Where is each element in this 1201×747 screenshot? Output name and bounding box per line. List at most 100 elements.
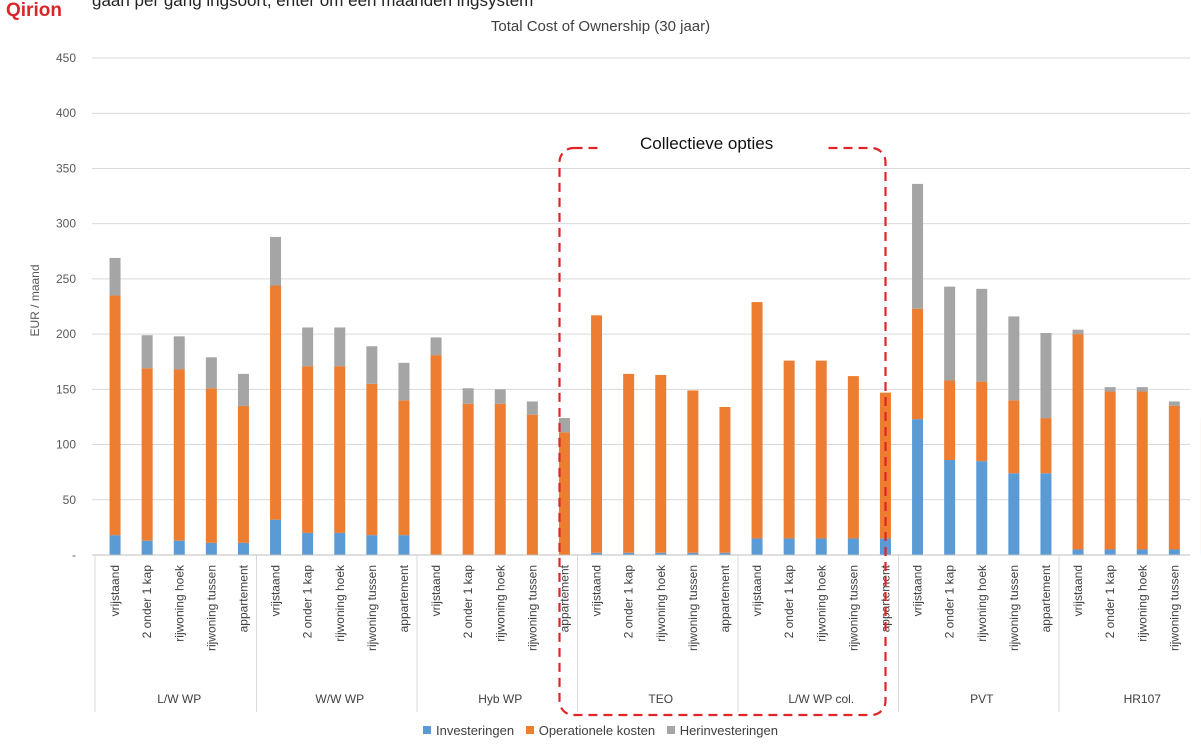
group-label: L/W WP col. xyxy=(788,692,854,706)
herinvesteringen-bar xyxy=(1104,387,1116,392)
investeringen-bar xyxy=(1168,549,1180,555)
category-label: vrijstaand xyxy=(269,565,283,616)
investeringen-bar xyxy=(398,535,410,555)
operationele-kosten-bar xyxy=(944,380,956,461)
y-tick-label: - xyxy=(72,548,76,562)
callout-label-mask xyxy=(598,128,826,158)
category-label: rijwoning tussen xyxy=(1167,565,1181,651)
investeringen-bar xyxy=(1104,549,1116,555)
investeringen-bar xyxy=(173,540,185,555)
operationele-kosten-bar xyxy=(398,400,410,536)
investeringen-bar xyxy=(751,538,763,555)
legend-label-operationele: Operationele kosten xyxy=(538,722,656,738)
collective-options-callout xyxy=(558,146,887,717)
operationele-kosten-bar xyxy=(205,388,217,543)
herinvesteringen-bar xyxy=(430,337,442,356)
category-label: appartement xyxy=(718,564,732,632)
category-label: rijwoning hoek xyxy=(814,564,828,642)
operationele-kosten-bar xyxy=(494,403,506,555)
legend-swatch-operationele xyxy=(525,726,534,734)
category-label: rijwoning hoek xyxy=(654,564,668,642)
operationele-kosten-bar xyxy=(847,376,859,539)
category-label: 2 onder 1 kap xyxy=(461,565,475,639)
herinvesteringen-bar xyxy=(366,346,378,384)
operationele-kosten-bar xyxy=(687,390,699,553)
herinvesteringen-bar xyxy=(398,362,410,401)
operationele-kosten-bar xyxy=(1136,391,1148,550)
operationele-kosten-bar xyxy=(655,374,667,553)
investeringen-bar xyxy=(815,538,827,555)
collective-options-label: Collectieve opties xyxy=(640,134,774,153)
herinvesteringen-bar xyxy=(302,327,314,367)
category-label: appartement xyxy=(397,564,411,632)
investeringen-bar xyxy=(687,552,699,555)
group-label: W/W WP xyxy=(315,692,364,706)
category-label: rijwoning hoek xyxy=(1135,564,1149,642)
group-label: HR107 xyxy=(1124,692,1162,706)
operationele-kosten-bar xyxy=(719,407,731,553)
investeringen-bar xyxy=(109,535,121,555)
category-label: rijwoning tussen xyxy=(525,565,539,651)
investeringen-bar xyxy=(912,419,924,555)
category-label: rijwoning tussen xyxy=(365,565,379,651)
callout-layer xyxy=(558,128,887,717)
category-label: appartement xyxy=(236,564,250,632)
category-label: vrijstaand xyxy=(1071,565,1085,616)
category-label: rijwoning hoek xyxy=(493,564,507,642)
herinvesteringen-bar xyxy=(334,327,346,367)
y-tick-label: 300 xyxy=(56,217,76,231)
y-tick-label: 100 xyxy=(56,438,76,452)
operationele-kosten-bar xyxy=(462,403,474,555)
category-label: appartement xyxy=(1039,564,1053,632)
operationele-kosten-bar xyxy=(237,405,249,543)
brand-logo: Qirion xyxy=(6,0,62,21)
herinvesteringen-bar xyxy=(237,373,249,406)
category-label: rijwoning hoek xyxy=(975,564,989,642)
investeringen-bar xyxy=(623,552,635,555)
investeringen-bar xyxy=(1136,549,1148,555)
group-label: PVT xyxy=(970,692,994,706)
investeringen-bar xyxy=(302,532,314,555)
legend: Investeringen Operationele kosten Herinv… xyxy=(0,722,1201,738)
investeringen-bar xyxy=(1072,549,1084,555)
category-label: 2 onder 1 kap xyxy=(140,565,154,639)
category-label: 2 onder 1 kap xyxy=(782,565,796,639)
herinvesteringen-bar xyxy=(109,257,121,296)
legend-item-herinvesteringen: Herinvesteringen xyxy=(666,723,778,738)
herinvesteringen-bar xyxy=(1008,316,1020,401)
category-label: vrijstaand xyxy=(429,565,443,616)
herinvesteringen-bar xyxy=(944,286,956,381)
category-label: rijwoning tussen xyxy=(846,565,860,651)
category-label: 2 onder 1 kap xyxy=(943,565,957,639)
herinvesteringen-bar xyxy=(1040,333,1052,419)
investeringen-bar xyxy=(237,542,249,555)
investeringen-bar xyxy=(141,540,153,555)
operationele-kosten-bar xyxy=(1168,405,1180,550)
operationele-kosten-bar xyxy=(302,366,314,533)
category-label: rijwoning hoek xyxy=(333,564,347,642)
legend-item-investeringen: Investeringen xyxy=(423,723,514,738)
legend-label-investeringen: Investeringen xyxy=(436,722,515,738)
operationele-kosten-bar xyxy=(1072,334,1084,550)
y-tick-label: 150 xyxy=(56,382,76,396)
operationele-kosten-bar xyxy=(558,432,570,555)
investeringen-bar xyxy=(847,538,859,555)
investeringen-bar xyxy=(719,552,731,555)
operationele-kosten-bar xyxy=(623,373,635,553)
operationele-kosten-bar xyxy=(783,360,795,539)
category-label: vrijstaand xyxy=(911,565,925,616)
operationele-kosten-bar xyxy=(1104,391,1116,550)
category-label: 2 onder 1 kap xyxy=(622,565,636,639)
investeringen-bar xyxy=(1008,473,1020,555)
herinvesteringen-bar xyxy=(141,335,153,369)
investeringen-bar xyxy=(1040,473,1052,555)
operationele-kosten-bar xyxy=(109,295,121,536)
investeringen-bar xyxy=(976,461,988,555)
category-label: vrijstaand xyxy=(590,565,604,616)
legend-item-operationele: Operationele kosten xyxy=(525,722,656,738)
operationele-kosten-bar xyxy=(526,414,538,555)
operationele-kosten-bar xyxy=(366,383,378,536)
herinvesteringen-bar xyxy=(462,388,474,404)
operationele-kosten-bar xyxy=(912,308,924,420)
